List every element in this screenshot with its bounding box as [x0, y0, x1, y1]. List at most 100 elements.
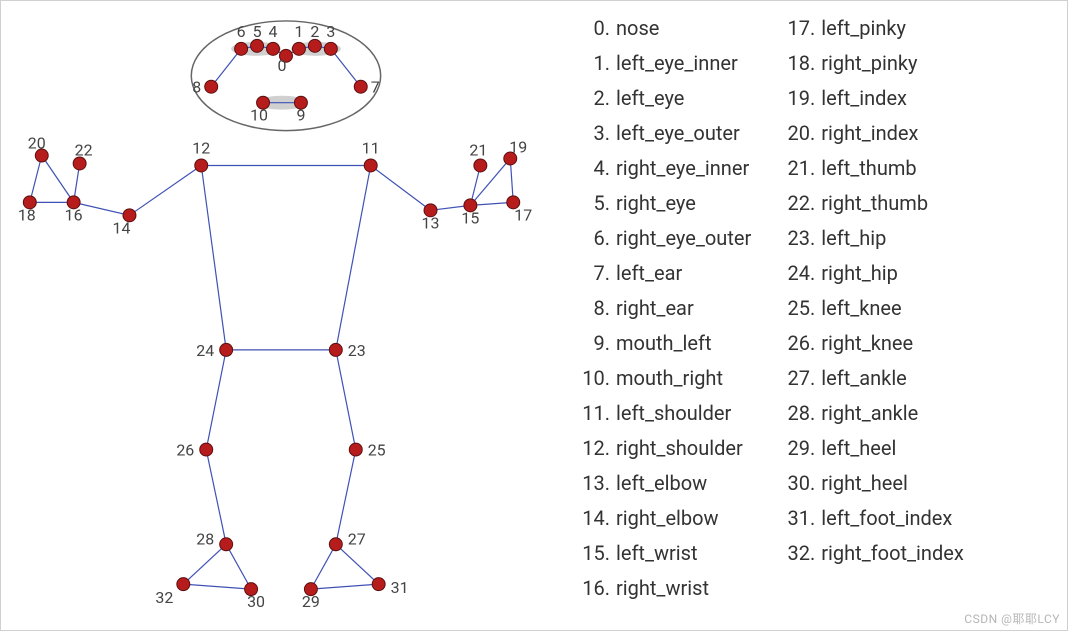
legend-label: right_eye [616, 186, 696, 221]
legend-label: right_eye_inner [616, 151, 749, 186]
legend-item-0: 0.nose [576, 11, 751, 46]
legend-label: right_knee [821, 326, 913, 361]
legend-index: 30. [781, 466, 815, 501]
landmark-label-2: 2 [310, 22, 319, 41]
landmark-label-28: 28 [196, 529, 214, 548]
legend-item-8: 8.right_ear [576, 291, 751, 326]
landmark-label-18: 18 [18, 205, 36, 224]
skeleton-edge [371, 165, 431, 210]
legend-item-31: 31.left_foot_index [781, 501, 964, 536]
landmark-node-7 [354, 80, 367, 93]
skeleton-edge [331, 49, 361, 87]
legend-index: 1. [576, 46, 610, 81]
legend-item-19: 19.left_index [781, 81, 964, 116]
landmark-label-7: 7 [371, 78, 380, 97]
legend-label: left_hip [821, 221, 886, 256]
landmark-label-24: 24 [196, 341, 214, 360]
landmark-label-8: 8 [192, 78, 201, 97]
landmark-label-29: 29 [302, 592, 320, 611]
landmark-label-21: 21 [469, 141, 487, 160]
legend-label: right_shoulder [616, 431, 743, 466]
legend-index: 17. [781, 11, 815, 46]
landmark-node-3 [324, 42, 337, 55]
legend-label: left_elbow [616, 466, 707, 501]
legend-index: 29. [781, 431, 815, 466]
landmark-label-0: 0 [278, 56, 287, 75]
legend-label: nose [616, 11, 659, 46]
legend-label: left_shoulder [616, 396, 731, 431]
landmark-node-23 [329, 343, 342, 356]
legend-item-17: 17.left_pinky [781, 11, 964, 46]
landmark-node-2 [308, 39, 321, 52]
legend-index: 27. [781, 361, 815, 396]
landmark-label-19: 19 [509, 138, 527, 157]
legend-column-1: 0.nose1.left_eye_inner2.left_eye3.left_e… [576, 11, 751, 630]
landmark-node-6 [235, 42, 248, 55]
legend-label: left_ankle [821, 361, 907, 396]
landmark-node-31 [372, 578, 385, 591]
landmark-node-21 [474, 159, 487, 172]
landmark-label-9: 9 [296, 106, 305, 125]
legend-label: left_eye_inner [616, 46, 738, 81]
legend-index: 20. [781, 116, 815, 151]
legend-item-21: 21.left_thumb [781, 151, 964, 186]
legend-label: left_eye_outer [616, 116, 740, 151]
legend-item-24: 24.right_hip [781, 256, 964, 291]
legend-label: right_hip [821, 256, 898, 291]
landmark-label-26: 26 [176, 441, 194, 460]
skeleton-edge [311, 584, 379, 589]
landmark-label-30: 30 [247, 592, 265, 611]
landmark-node-12 [195, 159, 208, 172]
landmark-label-20: 20 [28, 134, 46, 153]
landmark-node-27 [329, 538, 342, 551]
legend-item-5: 5.right_eye [576, 186, 751, 221]
legend-item-32: 32.right_foot_index [781, 536, 964, 571]
skeleton-edge [183, 544, 226, 584]
landmark-node-1 [292, 42, 305, 55]
skeleton-edge [201, 165, 226, 349]
landmark-node-24 [220, 343, 233, 356]
landmark-label-17: 17 [514, 205, 532, 224]
landmark-label-13: 13 [422, 213, 440, 232]
legend-label: left_eye [616, 81, 684, 116]
legend-index: 14. [576, 501, 610, 536]
figure-container: 0123456789101112131415161718192021222324… [0, 0, 1068, 631]
legend-label: right_foot_index [821, 536, 964, 571]
pose-skeleton-svg: 0123456789101112131415161718192021222324… [1, 1, 556, 630]
landmark-label-14: 14 [113, 218, 131, 237]
legend-item-25: 25.left_knee [781, 291, 964, 326]
watermark-text: CSDN @耶耶LCY [964, 610, 1060, 627]
legend-index: 23. [781, 221, 815, 256]
landmark-node-26 [200, 443, 213, 456]
legend-item-14: 14.right_elbow [576, 501, 751, 536]
legend-item-9: 9.mouth_left [576, 326, 751, 361]
legend-item-1: 1.left_eye_inner [576, 46, 751, 81]
legend-label: left_ear [616, 256, 682, 291]
landmark-label-4: 4 [269, 22, 278, 41]
landmark-node-25 [349, 443, 362, 456]
legend-item-30: 30.right_heel [781, 466, 964, 501]
legend-index: 2. [576, 81, 610, 116]
skeleton-edge [183, 584, 251, 589]
skeleton-edge [311, 544, 336, 589]
legend-index: 16. [576, 571, 610, 606]
landmark-label-1: 1 [294, 22, 303, 41]
legend-index: 9. [576, 326, 610, 361]
legend-label: right_ear [616, 291, 694, 326]
legend-label: left_index [821, 81, 907, 116]
legend-index: 13. [576, 466, 610, 501]
legend-index: 21. [781, 151, 815, 186]
skeleton-edge [211, 49, 241, 87]
legend-item-26: 26.right_knee [781, 326, 964, 361]
landmark-label-16: 16 [65, 205, 83, 224]
landmark-label-15: 15 [461, 208, 479, 227]
legend-label: right_thumb [821, 186, 928, 221]
legend-index: 4. [576, 151, 610, 186]
legend-index: 5. [576, 186, 610, 221]
landmark-label-12: 12 [192, 139, 210, 158]
legend-item-2: 2.left_eye [576, 81, 751, 116]
legend-index: 24. [781, 256, 815, 291]
legend-index: 28. [781, 396, 815, 431]
skeleton-edge [226, 544, 251, 589]
legend-label: left_knee [821, 291, 901, 326]
